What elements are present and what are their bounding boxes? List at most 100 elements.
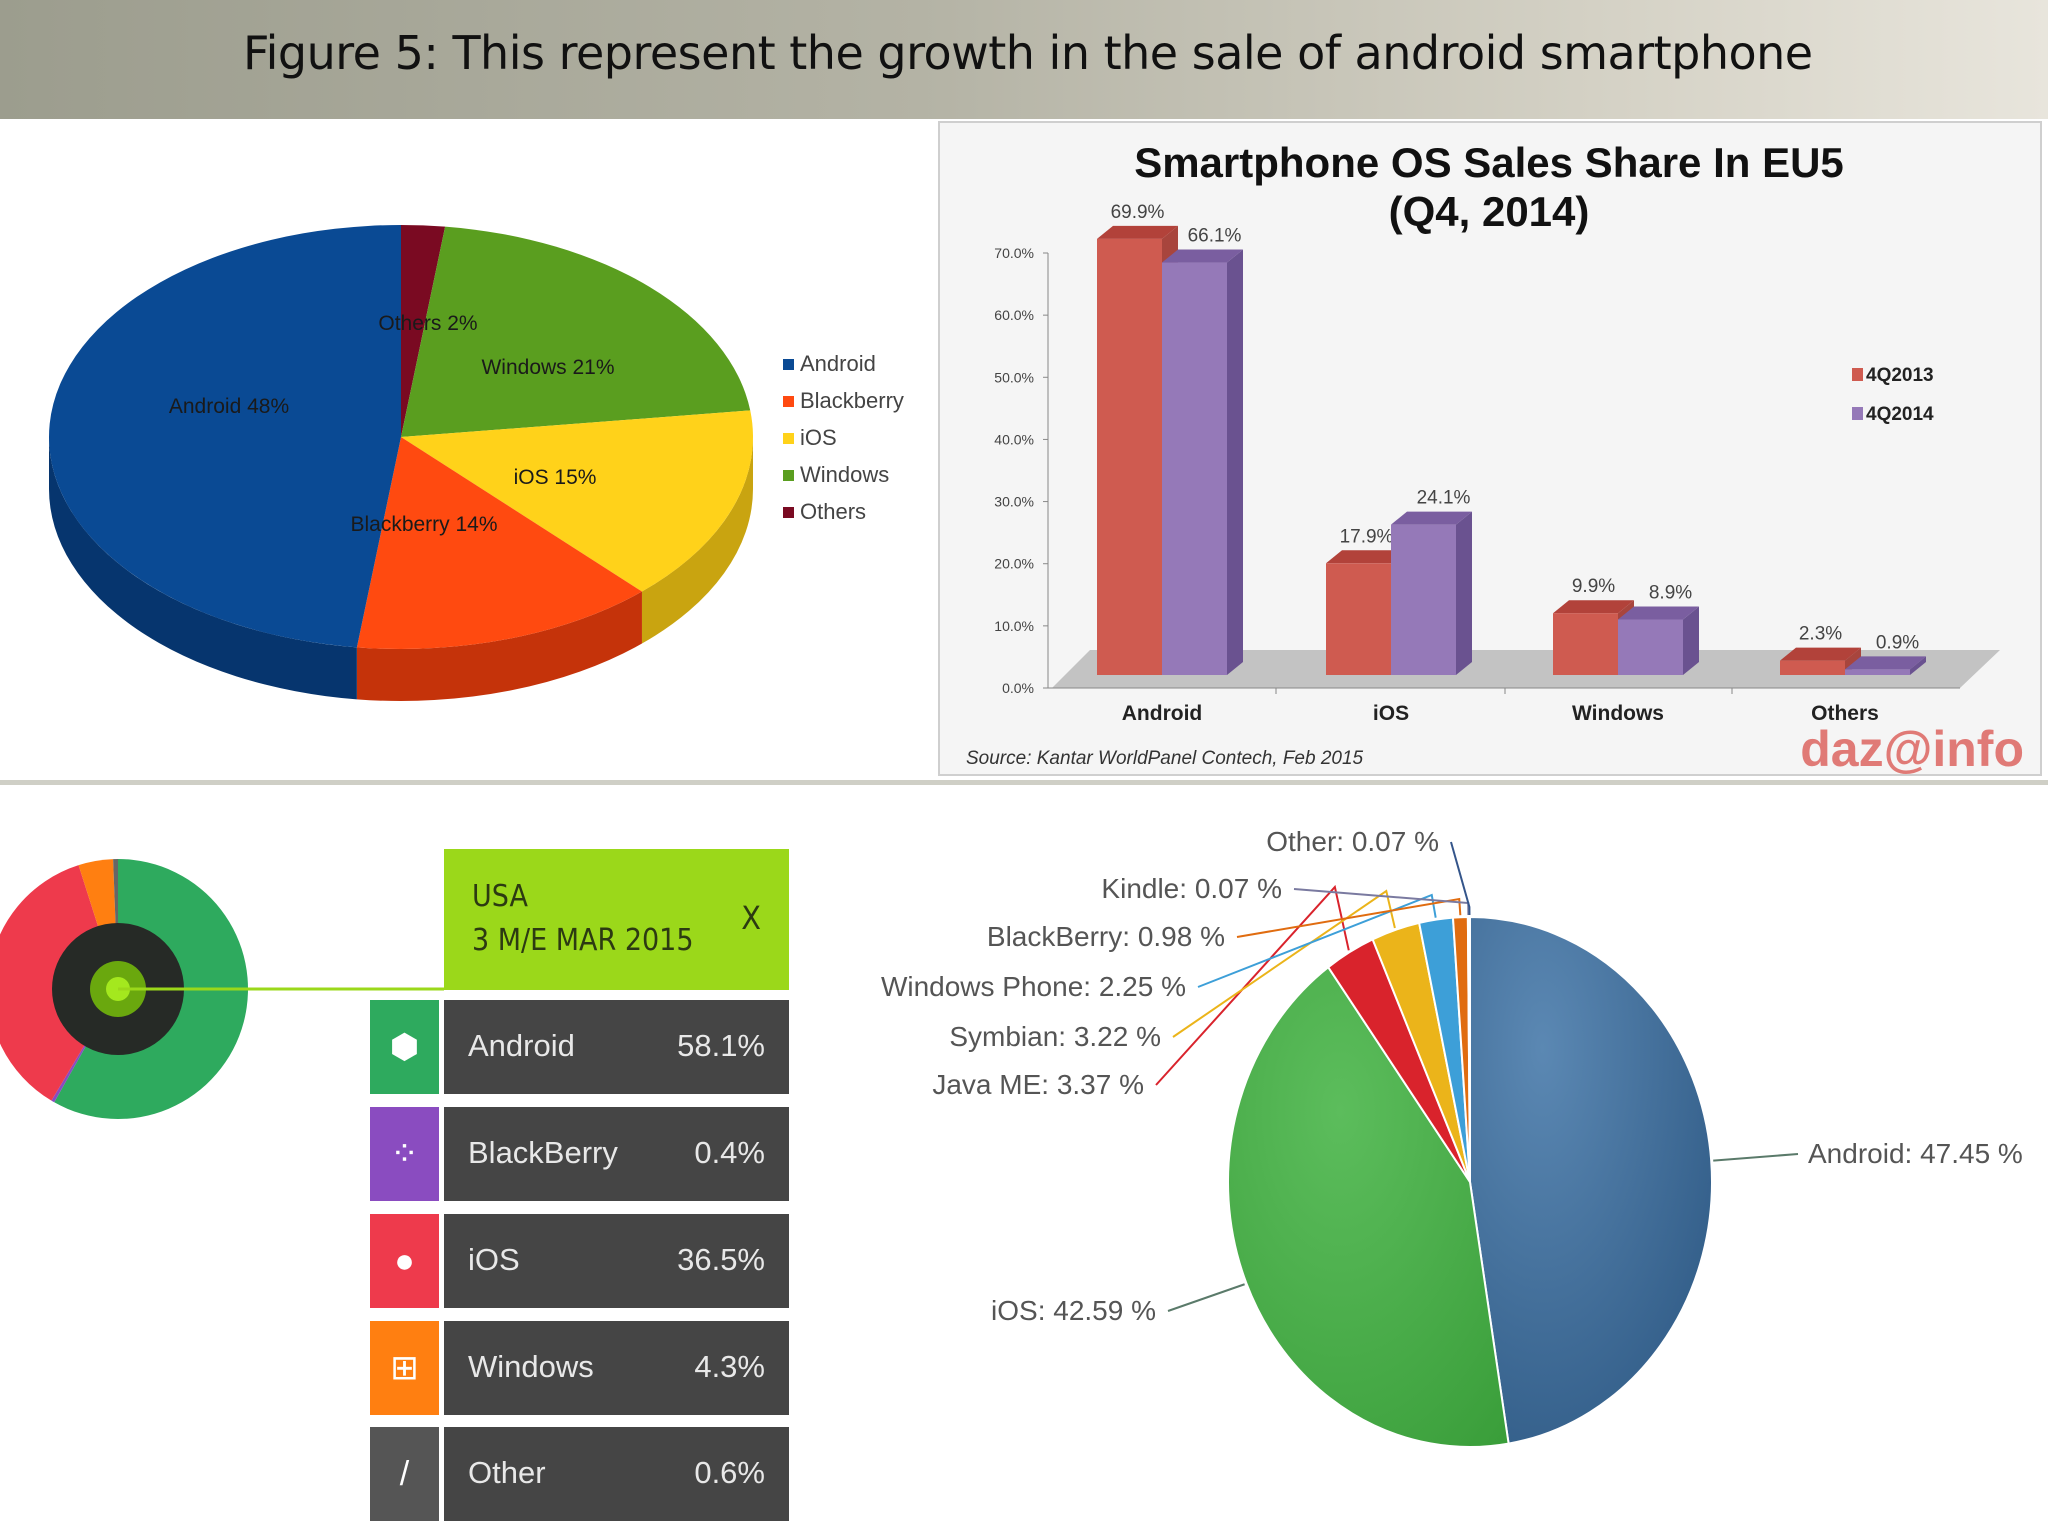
table-row-other[interactable]: / Other 0.6% <box>370 1427 789 1521</box>
table-row-android[interactable]: ⬢ Android 58.1% <box>370 1000 789 1094</box>
chart-title: Smartphone OS Sales Share In EU5 <box>1134 139 1844 186</box>
region-label: USA <box>472 879 528 914</box>
bar-side <box>1456 511 1472 675</box>
bar-ios-4q2014 <box>1391 524 1456 675</box>
bar-value-label: 66.1% <box>1188 226 1242 247</box>
legend-label: Others <box>800 499 866 524</box>
bar-value-label: 2.3% <box>1799 624 1842 645</box>
x-tick-label: Windows <box>1572 702 1664 725</box>
x-tick-label: Others <box>1811 702 1879 725</box>
legend-swatch <box>783 507 794 518</box>
legend-swatch <box>783 396 794 407</box>
os-name: Android <box>468 1028 575 1063</box>
y-tick-label: 20.0% <box>994 556 1034 572</box>
bar-top <box>1845 656 1926 670</box>
bar-chart: Smartphone OS Sales Share In EU5(Q4, 201… <box>966 139 2024 777</box>
apple-icon: ● <box>370 1214 439 1308</box>
period-label: 3 M/E MAR 2015 <box>472 923 694 958</box>
bar-ios-4q2013 <box>1326 563 1391 675</box>
slice-label: Kindle: 0.07 % <box>1101 873 1282 904</box>
y-tick-label: 10.0% <box>994 618 1034 634</box>
chart-subtitle: (Q4, 2014) <box>1389 188 1590 235</box>
bar-android-4q2013 <box>1097 238 1162 675</box>
slice-label: Others 2% <box>378 312 477 335</box>
bar-value-label: 9.9% <box>1572 576 1615 597</box>
bar-value-label: 8.9% <box>1649 582 1692 603</box>
slice-label: iOS: 42.59 % <box>991 1295 1156 1326</box>
legend-swatch <box>1852 407 1863 420</box>
leader-line <box>1167 1283 1245 1312</box>
bar-windows-4q2013 <box>1553 613 1618 675</box>
bar-top <box>1326 550 1407 564</box>
close-button[interactable]: X <box>741 899 761 937</box>
bar-top <box>1162 249 1243 263</box>
chart-floor <box>1052 650 2000 688</box>
title-bar: Figure 5: This represent the growth in t… <box>0 0 2048 119</box>
bar-top <box>1391 511 1472 525</box>
pie-slice-windows <box>401 226 751 437</box>
divider <box>0 780 2048 785</box>
slice-label: Windows 21% <box>481 356 614 379</box>
leader-line <box>1236 897 1462 938</box>
bar-top <box>1780 647 1861 661</box>
row-body: Windows 4.3% <box>444 1321 789 1415</box>
os-name: BlackBerry <box>468 1135 618 1170</box>
pie-slice-android <box>1469 915 1714 1445</box>
slice-label: Android: 47.45 % <box>1808 1138 2023 1169</box>
y-tick-label: 0.0% <box>1002 680 1034 696</box>
bar-value-label: 0.9% <box>1876 632 1919 653</box>
slice-label: iOS 15% <box>514 466 597 489</box>
leader-line <box>1197 893 1437 988</box>
donut-chart <box>0 859 444 1120</box>
pie-side-android <box>49 437 357 700</box>
bar-top <box>1618 606 1699 620</box>
slice-label: Windows Phone: 2.25 % <box>881 971 1186 1002</box>
bar-value-label: 24.1% <box>1417 488 1471 509</box>
os-share: 0.4% <box>694 1135 765 1170</box>
table-row-blackberry[interactable]: ⁘ BlackBerry 0.4% <box>370 1107 789 1201</box>
y-tick-label: 60.0% <box>994 307 1034 323</box>
bar-value-label: 17.9% <box>1340 526 1394 547</box>
bar-android-4q2014 <box>1162 262 1227 675</box>
slice-label: Blackberry 14% <box>350 513 497 536</box>
bar-top <box>1553 600 1634 614</box>
row-body: BlackBerry 0.4% <box>444 1107 789 1201</box>
slice-label: Other: 0.07 % <box>1266 826 1439 857</box>
os-share: 4.3% <box>694 1349 765 1384</box>
y-tick-label: 50.0% <box>994 369 1034 385</box>
legend-label: Blackberry <box>800 388 904 413</box>
pie-side-ios <box>641 437 753 644</box>
leader-line <box>1450 841 1471 916</box>
legend-label: 4Q2014 <box>1866 404 1934 425</box>
y-tick-label: 70.0% <box>994 245 1034 261</box>
table-row-ios[interactable]: ● iOS 36.5% <box>370 1214 789 1308</box>
pie-slice-ios <box>401 410 753 592</box>
leader-line <box>1172 889 1396 1038</box>
x-tick-label: Android <box>1122 702 1202 725</box>
slice-label: Java ME: 3.37 % <box>932 1069 1144 1100</box>
dazeinfo-logo: daz@info <box>1800 721 2024 777</box>
figure-title: Figure 5: This represent the growth in t… <box>243 26 1813 80</box>
table-row-windows[interactable]: ⊞ Windows 4.3% <box>370 1321 789 1415</box>
os-name: Other <box>468 1455 546 1490</box>
row-body: iOS 36.5% <box>444 1214 789 1308</box>
source-note: Source: Kantar WorldPanel Contech, Feb 2… <box>966 748 1364 769</box>
pie-slice-blackberry <box>356 437 642 649</box>
bar-side <box>1227 249 1243 675</box>
bar-side <box>1683 606 1699 675</box>
pie-chart: Android: 47.45 % iOS: 42.59 % Java ME: 3.3… <box>881 826 2023 1448</box>
y-tick-label: 40.0% <box>994 431 1034 447</box>
bar-others-4q2014 <box>1845 669 1910 675</box>
pie-side-blackberry <box>356 591 642 701</box>
android-icon: ⬢ <box>370 1000 439 1094</box>
slice-label: BlackBerry: 0.98 % <box>987 921 1225 952</box>
y-tick-label: 30.0% <box>994 494 1034 510</box>
legend-swatch <box>783 359 794 370</box>
bar-windows-4q2014 <box>1618 619 1683 675</box>
os-name: iOS <box>468 1242 520 1277</box>
slash-icon: / <box>370 1427 439 1521</box>
legend-swatch <box>783 433 794 444</box>
pie-slice-android <box>48 225 402 648</box>
usa-panel-header: USA 3 M/E MAR 2015 X <box>444 849 789 990</box>
legend-label: Android <box>800 351 876 376</box>
